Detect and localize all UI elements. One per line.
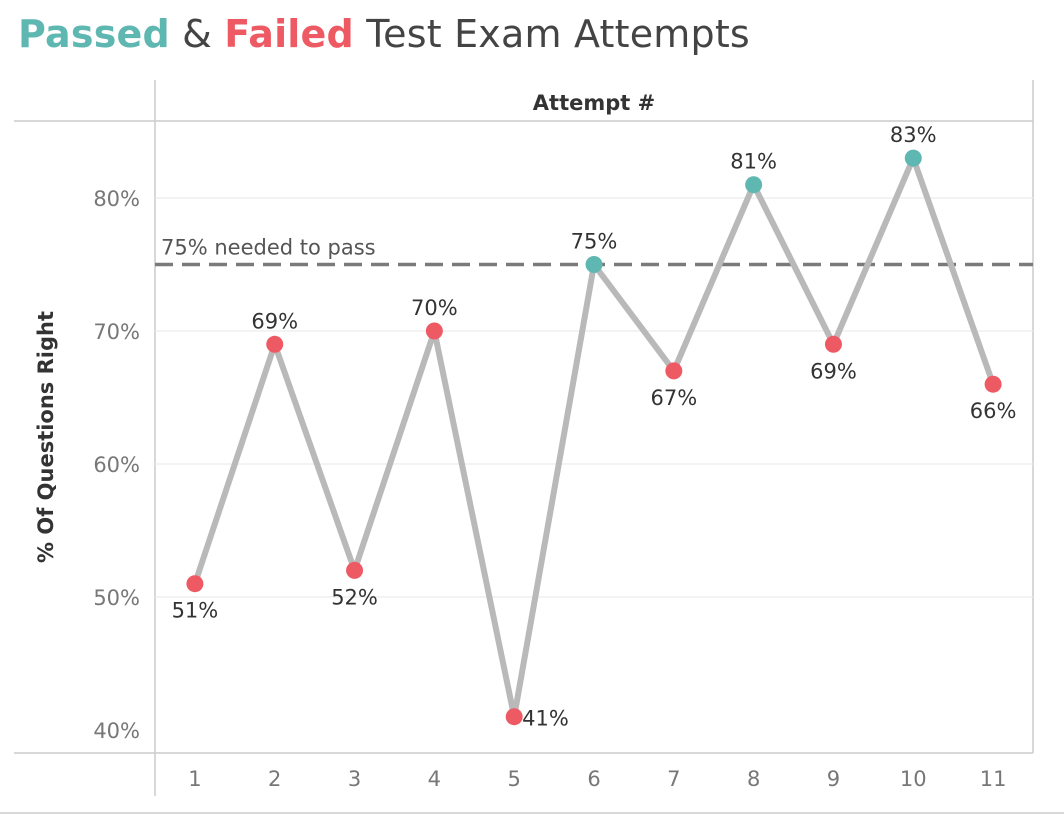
title-rest: Test Exam Attempts: [366, 12, 750, 56]
x-tick-label-6: 6: [587, 767, 600, 791]
y-axis-ticks: 40% 50% 60% 70% 80%: [93, 187, 140, 743]
data-label-6: 75%: [571, 230, 618, 254]
data-point-1: [186, 575, 204, 593]
x-tick-label-8: 8: [747, 767, 760, 791]
y-tick-label-40: 40%: [93, 719, 140, 743]
data-label-2: 69%: [251, 309, 298, 333]
data-label-4: 70%: [411, 296, 458, 320]
data-point-11: [984, 375, 1002, 393]
column-header: Attempt #: [533, 91, 655, 115]
reference-line-label: 75% needed to pass: [161, 236, 376, 260]
data-label-11: 66%: [970, 399, 1017, 423]
data-point-8: [745, 176, 763, 194]
data-point-7: [665, 362, 683, 380]
data-label-5: 41%: [522, 707, 569, 731]
data-point-2: [266, 335, 284, 353]
x-tick-label-2: 2: [268, 767, 281, 791]
title-failed-word: Failed: [224, 12, 354, 56]
y-tick-label-50: 50%: [93, 586, 140, 610]
title-joiner: &: [182, 12, 213, 56]
data-points: [186, 149, 1002, 726]
data-label-7: 67%: [650, 386, 697, 410]
y-axis-label: % Of Questions Right: [34, 311, 58, 563]
data-point-5: [505, 708, 523, 726]
data-point-9: [824, 335, 842, 353]
x-tick-label-1: 1: [188, 767, 201, 791]
data-label-10: 83%: [890, 123, 937, 147]
data-point-4: [425, 322, 443, 340]
y-tick-label-60: 60%: [93, 453, 140, 477]
gridlines: [155, 197, 1033, 598]
data-label-3: 52%: [331, 585, 378, 609]
x-tick-label-11: 11: [980, 767, 1007, 791]
chart-title: Passed & Failed Test Exam Attempts: [18, 12, 750, 56]
x-tick-label-5: 5: [507, 767, 520, 791]
data-point-6: [585, 256, 603, 273]
x-axis-ticks: 1 2 3 4 5 6 7 8 9 10 11: [188, 767, 1006, 791]
data-label-9: 69%: [810, 359, 857, 383]
title-passed-word: Passed: [18, 12, 170, 56]
y-tick-label-70: 70%: [93, 320, 140, 344]
x-tick-label-10: 10: [900, 767, 927, 791]
data-labels: 51% 69% 52% 70% 41% 75% 67% 81% 69% 83% 66%: [172, 123, 1017, 731]
x-tick-label-3: 3: [348, 767, 361, 791]
y-tick-label-80: 80%: [93, 187, 140, 211]
data-label-1: 51%: [172, 599, 219, 623]
data-point-10: [904, 149, 922, 167]
data-point-3: [346, 561, 364, 579]
data-label-8: 81%: [730, 150, 777, 174]
x-tick-label-9: 9: [827, 767, 840, 791]
x-tick-label-4: 4: [428, 767, 441, 791]
chart-frame: [0, 80, 1064, 814]
x-tick-label-7: 7: [667, 767, 680, 791]
